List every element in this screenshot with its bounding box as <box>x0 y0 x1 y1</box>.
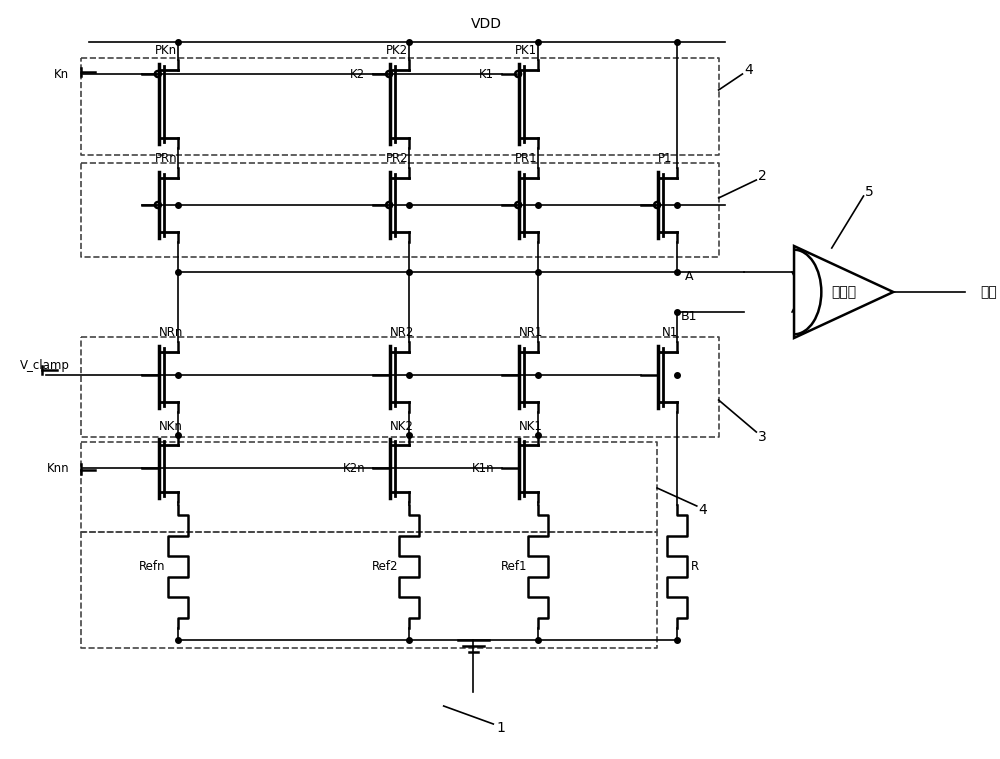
Text: K1: K1 <box>479 68 494 80</box>
Text: K1n: K1n <box>472 461 494 474</box>
Text: K2n: K2n <box>343 461 365 474</box>
Text: Kn: Kn <box>54 68 69 80</box>
Text: Ref2: Ref2 <box>372 560 398 573</box>
Text: PKn: PKn <box>155 45 177 58</box>
Text: NR1: NR1 <box>519 326 543 339</box>
Text: PR1: PR1 <box>515 153 537 165</box>
Text: R: R <box>691 560 699 573</box>
Text: Knn: Knn <box>47 461 69 474</box>
Text: VDD: VDD <box>471 17 502 31</box>
Text: 4: 4 <box>744 63 753 77</box>
Text: 4: 4 <box>698 503 707 517</box>
Text: 比较器: 比较器 <box>831 285 856 299</box>
Text: V_clamp: V_clamp <box>20 358 70 371</box>
Text: B1: B1 <box>681 310 697 323</box>
Text: 3: 3 <box>758 430 767 444</box>
Text: 5: 5 <box>865 185 874 199</box>
Polygon shape <box>794 246 893 338</box>
Text: PK2: PK2 <box>386 45 408 58</box>
Text: 2: 2 <box>758 169 767 183</box>
Text: Refn: Refn <box>139 560 165 573</box>
Text: Ref1: Ref1 <box>501 560 527 573</box>
Text: NKn: NKn <box>159 420 183 433</box>
Text: P1: P1 <box>658 153 672 165</box>
Text: NRn: NRn <box>159 326 183 339</box>
Text: A: A <box>685 270 693 284</box>
Text: NR2: NR2 <box>390 326 414 339</box>
Text: NK1: NK1 <box>519 420 543 433</box>
Text: K2: K2 <box>350 68 365 80</box>
Text: N1: N1 <box>662 326 678 339</box>
Text: 输出: 输出 <box>981 285 997 299</box>
Text: 1: 1 <box>497 721 506 735</box>
Text: PRn: PRn <box>154 153 177 165</box>
Text: NK2: NK2 <box>390 420 414 433</box>
Text: PR2: PR2 <box>386 153 408 165</box>
Text: PK1: PK1 <box>515 45 537 58</box>
